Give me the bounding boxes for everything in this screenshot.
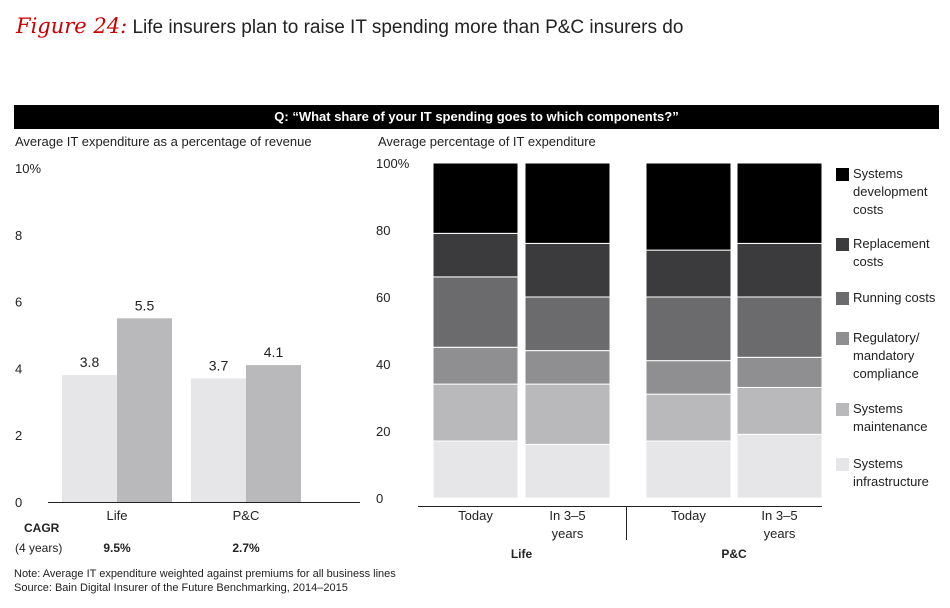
y-tick-label: 8 (15, 228, 22, 243)
legend-swatch (836, 332, 849, 345)
stack-segment (432, 440, 519, 499)
bar (62, 375, 117, 502)
y-tick-label: 2 (15, 428, 22, 443)
legend-label: development (853, 184, 928, 199)
legend-swatch (836, 458, 849, 471)
y-tick-label: 6 (15, 295, 22, 310)
stack-segment (432, 162, 519, 234)
y-tick-label: 10% (15, 161, 41, 176)
stack-segment (432, 346, 519, 385)
stack-segment (432, 383, 519, 442)
note-text: Note: Average IT expenditure weighted ag… (14, 568, 396, 580)
legend-label: costs (853, 202, 884, 217)
stack-segment (736, 162, 823, 244)
legend-swatch (836, 292, 849, 305)
y-tick-label: 80 (376, 223, 390, 238)
bar (117, 318, 172, 502)
stack-segment (736, 242, 823, 298)
y-tick-label: 0 (376, 491, 383, 506)
x-tick-label: Today (671, 508, 706, 523)
stack-segment (736, 386, 823, 435)
bar (246, 365, 301, 502)
legend-label: maintenance (853, 419, 927, 434)
data-label: 5.5 (135, 297, 155, 313)
stack-segment (524, 383, 611, 445)
stack-segment (645, 393, 732, 442)
y-tick-label: 40 (376, 357, 390, 372)
stack-segment (645, 360, 732, 395)
question-banner: Q: “What share of your IT spending goes … (14, 105, 939, 129)
y-tick-label: 60 (376, 290, 390, 305)
cagr-sublabel: (4 years) (15, 541, 62, 555)
x-tick-label: Life (107, 508, 128, 523)
cagr-value: 2.7% (232, 541, 260, 555)
legend-label: compliance (853, 366, 919, 381)
figure-title: Figure 24: Life insurers plan to raise I… (16, 14, 683, 39)
stack-segment (432, 232, 519, 278)
x-tick-label: Today (458, 508, 493, 523)
stack-segment (524, 296, 611, 352)
y-tick-label: 100% (376, 156, 410, 171)
legend-swatch (836, 168, 849, 181)
legend-label: Running costs (853, 290, 936, 305)
stack-segment (524, 350, 611, 385)
footnotes: Note: Average IT expenditure weighted ag… (14, 567, 396, 595)
legend-label: Regulatory/ (853, 330, 920, 345)
legend-label: Systems (853, 166, 903, 181)
legend-label: costs (853, 254, 884, 269)
y-tick-label: 4 (15, 361, 22, 376)
stack-segment (736, 296, 823, 358)
data-label: 4.1 (264, 344, 284, 360)
left-chart-subtitle: Average IT expenditure as a percentage o… (15, 134, 312, 149)
bar (191, 378, 246, 502)
y-tick-label: 20 (376, 424, 390, 439)
legend-swatch (836, 403, 849, 416)
cagr-label: CAGR (24, 521, 60, 535)
x-tick-label: In 3–5 (549, 508, 585, 523)
x-tick-label: years (552, 526, 584, 541)
stack-segment (645, 440, 732, 499)
legend-label: infrastructure (853, 474, 929, 489)
x-tick-label: years (764, 526, 796, 541)
group-label: Life (511, 547, 533, 561)
stack-segment (645, 162, 732, 251)
stack-segment (736, 356, 823, 388)
stack-segment (524, 443, 611, 499)
stack-segment (645, 296, 732, 362)
y-tick-label: 0 (15, 495, 22, 510)
data-label: 3.8 (80, 354, 100, 370)
figure-number: Figure 24: (16, 14, 128, 38)
stack-segment (736, 433, 823, 499)
x-tick-label: In 3–5 (761, 508, 797, 523)
legend-label: Replacement (853, 236, 930, 251)
stack-segment (645, 249, 732, 298)
stack-segment (524, 242, 611, 298)
stack-segment (524, 162, 611, 244)
right-chart-subtitle: Average percentage of IT expenditure (378, 134, 596, 149)
x-tick-label: P&C (233, 508, 260, 523)
data-label: 3.7 (209, 357, 229, 373)
legend-swatch (836, 238, 849, 251)
cagr-value: 9.5% (103, 541, 131, 555)
legend-label: Systems (853, 401, 903, 416)
legend-label: Systems (853, 456, 903, 471)
figure-heading: Life insurers plan to raise IT spending … (132, 17, 684, 38)
group-label: P&C (721, 547, 747, 561)
legend-label: mandatory (853, 348, 915, 363)
source-text: Source: Bain Digital Insurer of the Futu… (14, 582, 348, 594)
stack-segment (432, 276, 519, 348)
